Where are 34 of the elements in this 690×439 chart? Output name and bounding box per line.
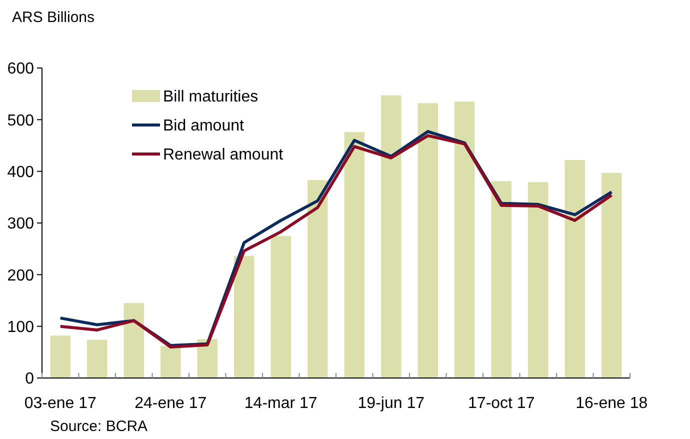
x-tick-label: 24-ene 17 <box>134 395 207 412</box>
bar <box>528 182 548 378</box>
bar <box>344 132 364 378</box>
bar <box>270 236 291 378</box>
bar <box>234 256 254 378</box>
bar <box>418 103 438 378</box>
x-tick-label: 14-mar 17 <box>244 395 318 412</box>
x-tick-label: 17-oct 17 <box>468 395 535 412</box>
bar <box>491 181 512 378</box>
y-tick-label: 400 <box>7 164 34 181</box>
bar <box>124 303 144 378</box>
bar <box>564 160 585 378</box>
bar <box>87 340 108 378</box>
source-note: Source: BCRA <box>50 418 148 435</box>
y-tick-label: 600 <box>7 60 34 78</box>
bar <box>308 180 328 378</box>
bar <box>160 346 181 378</box>
y-tick-label: 0 <box>25 370 34 388</box>
y-tick-label: 300 <box>7 216 34 233</box>
bar <box>381 95 402 378</box>
legend-label: Renewal amount <box>163 146 284 164</box>
y-tick-label: 100 <box>7 318 34 336</box>
y-tick-label: 200 <box>7 267 34 284</box>
x-tick-label: 03-ene 17 <box>24 395 97 412</box>
bar <box>50 336 70 378</box>
x-tick-label: 19-jun 17 <box>358 395 425 412</box>
y-axis-title: ARS Billions <box>12 9 95 26</box>
bar <box>454 102 475 378</box>
x-tick-label: 16-ene 18 <box>576 395 648 412</box>
legend-label: Bill maturities <box>163 88 258 106</box>
bar <box>197 339 218 378</box>
y-tick-label: 500 <box>7 112 34 130</box>
bar <box>602 172 622 378</box>
legend-label: Bid amount <box>163 118 244 135</box>
